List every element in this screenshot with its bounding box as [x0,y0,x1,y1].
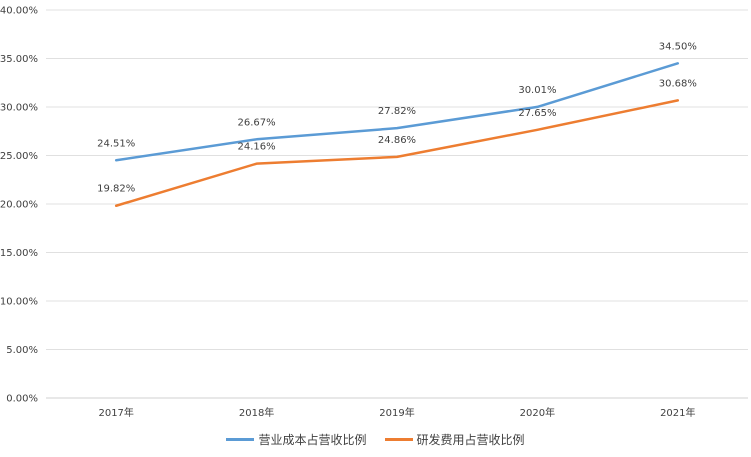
x-tick-label: 2020年 [520,406,555,419]
x-tick-label: 2017年 [98,406,133,419]
y-tick-label: 25.00% [0,151,38,162]
data-label-0: 26.67% [238,117,276,128]
data-label-0: 30.01% [518,85,556,96]
y-tick-label: 0.00% [6,394,38,405]
data-label-1: 27.65% [518,108,556,119]
data-label-1: 24.86% [378,135,416,146]
data-label-0: 27.82% [378,106,416,117]
y-tick-label: 20.00% [0,200,38,211]
y-tick-label: 30.00% [0,103,38,114]
legend-label-rnd: 研发费用占营收比例 [416,433,525,447]
data-label-1: 24.16% [238,142,276,153]
x-tick-label: 2019年 [379,406,414,419]
series-line-0 [114,62,680,162]
data-label-0: 24.51% [97,138,135,149]
data-label-1: 19.82% [97,184,135,195]
legend-label-cost: 营业成本占营收比例 [258,433,367,447]
legend: 营业成本占营收比例 研发费用占营收比例 [0,431,751,448]
legend-item-cost: 营业成本占营收比例 [226,431,367,448]
legend-item-rnd: 研发费用占营收比例 [384,431,525,448]
y-tick-label: 40.00% [0,6,38,17]
y-tick-label: 15.00% [0,248,38,259]
y-tick-label: 35.00% [0,54,38,65]
data-label-1: 30.68% [659,78,697,89]
x-tick-label: 2021年 [660,406,695,419]
legend-swatch-cost [226,438,255,441]
series-line-1 [114,99,680,207]
y-tick-label: 10.00% [0,297,38,308]
legend-swatch-rnd [384,438,413,441]
data-label-0: 34.50% [659,41,697,52]
y-tick-label: 5.00% [6,345,38,356]
x-tick-label: 2018年 [239,406,274,419]
